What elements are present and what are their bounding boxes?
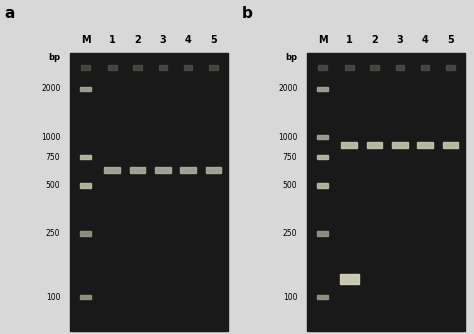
- Bar: [130, 167, 146, 173]
- Text: 100: 100: [283, 293, 297, 302]
- Bar: [446, 65, 455, 70]
- Text: M: M: [81, 35, 90, 45]
- Text: 2: 2: [371, 35, 378, 45]
- Bar: [80, 183, 91, 188]
- Bar: [133, 65, 142, 70]
- Bar: [370, 65, 379, 70]
- Text: 3: 3: [159, 35, 166, 45]
- Text: 2: 2: [134, 35, 141, 45]
- Bar: [81, 65, 90, 70]
- Bar: [80, 295, 91, 300]
- Text: 100: 100: [46, 293, 60, 302]
- Bar: [70, 53, 228, 331]
- Bar: [317, 135, 328, 139]
- Bar: [108, 65, 117, 70]
- Bar: [209, 65, 218, 70]
- Text: 4: 4: [422, 35, 428, 45]
- Text: 5: 5: [210, 35, 217, 45]
- Bar: [180, 167, 196, 173]
- Bar: [317, 295, 328, 300]
- Text: a: a: [5, 6, 15, 21]
- Bar: [421, 65, 429, 70]
- Bar: [341, 142, 357, 148]
- Text: 1: 1: [346, 35, 353, 45]
- Text: 2000: 2000: [278, 85, 297, 94]
- Text: 500: 500: [283, 181, 297, 190]
- Text: 5: 5: [447, 35, 454, 45]
- Bar: [345, 65, 354, 70]
- Text: 500: 500: [46, 181, 60, 190]
- Text: 750: 750: [46, 153, 60, 162]
- Text: 3: 3: [396, 35, 403, 45]
- Text: 1000: 1000: [278, 133, 297, 142]
- Text: 250: 250: [283, 229, 297, 238]
- Text: b: b: [242, 6, 253, 21]
- Bar: [206, 167, 221, 173]
- Bar: [80, 231, 91, 236]
- Bar: [155, 167, 171, 173]
- Bar: [318, 65, 327, 70]
- Text: bp: bp: [285, 53, 297, 62]
- Bar: [158, 65, 167, 70]
- Text: 1: 1: [109, 35, 116, 45]
- Bar: [417, 142, 433, 148]
- Text: 1000: 1000: [41, 133, 60, 142]
- Bar: [367, 142, 383, 148]
- Text: 250: 250: [46, 229, 60, 238]
- Bar: [104, 167, 120, 173]
- Bar: [80, 87, 91, 91]
- Text: 750: 750: [283, 153, 297, 162]
- Bar: [184, 65, 192, 70]
- Text: 2000: 2000: [41, 85, 60, 94]
- Bar: [395, 65, 404, 70]
- Bar: [340, 274, 359, 284]
- Bar: [317, 231, 328, 236]
- Bar: [307, 53, 465, 331]
- Bar: [392, 142, 408, 148]
- Bar: [317, 183, 328, 188]
- Text: M: M: [318, 35, 327, 45]
- Text: 4: 4: [185, 35, 191, 45]
- Bar: [80, 155, 91, 159]
- Bar: [317, 87, 328, 91]
- Bar: [443, 142, 458, 148]
- Text: bp: bp: [48, 53, 60, 62]
- Bar: [317, 155, 328, 159]
